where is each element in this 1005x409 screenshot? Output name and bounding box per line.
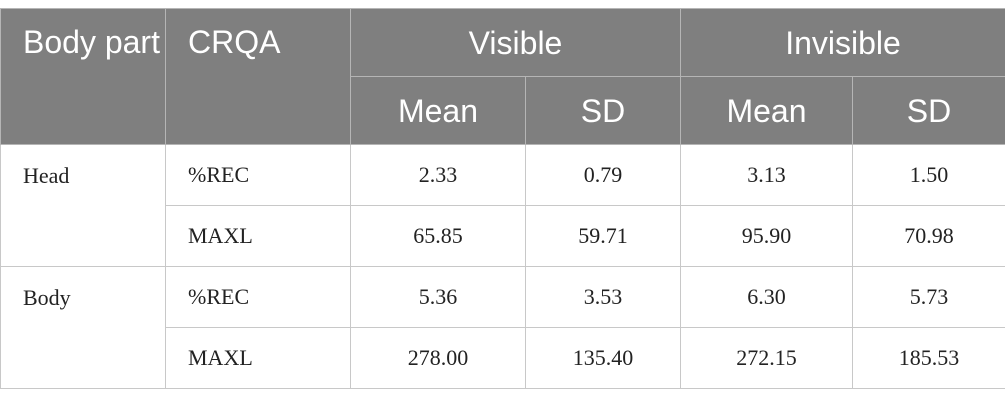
- measure: %REC: [165, 144, 351, 206]
- subcolumn-header: SD: [525, 76, 681, 145]
- header-row: Mean SD Mean SD: [1, 76, 1005, 145]
- body-part: Body: [0, 266, 166, 389]
- cell-value: 1.50: [851, 144, 1005, 206]
- measure: MAXL: [165, 205, 351, 267]
- subcolumn-header: SD: [851, 76, 1005, 145]
- group-header: Visible: [350, 8, 681, 77]
- group-header: Invisible: [679, 8, 1005, 77]
- cell-value: 70.98: [851, 205, 1005, 267]
- body-part: Head: [0, 144, 166, 267]
- header-row: Body part CRQA Visible Invisible: [0, 8, 1005, 145]
- cell-value: 65.85: [350, 205, 526, 267]
- cell-value: 95.90: [680, 205, 853, 267]
- column-header: Body part: [0, 8, 166, 145]
- cell-value: 272.15: [680, 327, 853, 389]
- cell-value: 3.53: [525, 266, 681, 328]
- measure: %REC: [165, 266, 351, 328]
- cell-value: 278.00: [350, 327, 526, 389]
- cell-value: 5.36: [350, 266, 526, 328]
- cell-value: 185.53: [851, 327, 1005, 389]
- cell-value: 3.13: [680, 144, 853, 206]
- table-header: Body part CRQA Visible Invisible Mean SD Mean S…: [0, 8, 1005, 145]
- table-row: Body %REC 5.36 3.53 6.30 5.73: [0, 266, 1005, 389]
- subcolumn-header: Mean: [680, 76, 853, 145]
- cell-value: 135.40: [525, 327, 681, 389]
- cell-value: 0.79: [525, 144, 681, 206]
- subcolumn-header: Mean: [350, 76, 526, 145]
- cell-value: 2.33: [350, 144, 526, 206]
- table-row: MAXL 65.85 59.71 95.90 70.98: [1, 205, 1005, 267]
- cell-value: 6.30: [680, 266, 853, 328]
- table-body: Head %REC 2.33 0.79 3.13 1.50 MAXL 65.85 59.71 95…: [0, 144, 1005, 389]
- cell-value: 59.71: [525, 205, 681, 267]
- table-row: Head %REC 2.33 0.79 3.13 1.50: [0, 144, 1005, 267]
- data-table: Body part CRQA Visible Invisible Mean SD Mean S…: [0, 8, 1005, 389]
- column-header: CRQA: [165, 8, 351, 145]
- measure: MAXL: [165, 327, 351, 389]
- cell-value: 5.73: [851, 266, 1005, 328]
- table-row: MAXL 278.00 135.40 272.15 185.53: [1, 327, 1005, 389]
